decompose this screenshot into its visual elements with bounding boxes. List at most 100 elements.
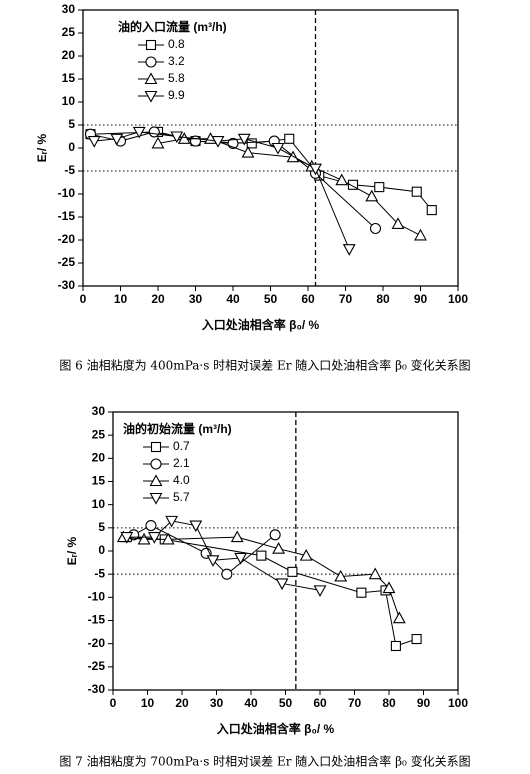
marker [392,611,406,624]
plot-frame [82,9,459,287]
legend-title: 油的入口流量 (m³/h) [118,19,227,34]
legend-marker [145,56,157,68]
y-tick-label: 20 [62,48,76,62]
marker [275,578,289,591]
legend-marker [150,441,162,453]
marker [309,163,322,176]
series-line [126,520,321,591]
x-tick-label: 20 [151,292,165,306]
y-tick-label: -15 [58,209,76,223]
marker [246,138,257,149]
marker [189,520,203,533]
marker [234,552,248,565]
caption: 图 6 油相粘度为 400mPa·s 时相对误差 Er 随入口处油相含率 β₀ … [59,358,470,373]
marker [170,131,184,144]
marker [137,532,151,545]
y-tick-label: -15 [88,613,106,627]
x-tick-label: 50 [264,292,278,306]
x-tick-label: 30 [189,292,203,306]
legend-marker [150,458,162,470]
legend-marker [149,492,163,505]
x-tick-label: 90 [417,696,431,710]
marker [426,205,437,216]
marker [256,550,267,561]
x-tick-label: 100 [448,292,468,306]
x-tick-label: 20 [175,696,189,710]
y-tick-label: -25 [58,255,76,269]
marker [272,542,286,554]
y-tick-label: -20 [58,232,76,246]
y-tick-label: 10 [62,94,76,108]
y-tick-label: -25 [88,659,106,673]
marker [120,532,134,544]
marker [161,532,175,545]
x-axis-label: 入口处油相含率 β₀/ % [202,317,320,332]
marker [374,182,385,193]
y-tick-label: 20 [92,451,106,465]
x-tick-label: 80 [376,292,390,306]
marker [110,133,124,146]
marker [365,189,379,202]
plot-frame [112,411,459,691]
marker [230,530,244,543]
y-axis-label: Eᵣ/ % [35,133,49,162]
x-tick-label: 50 [279,696,293,710]
marker [368,567,382,580]
y-tick-label: 10 [92,497,106,511]
y-tick-label: -5 [64,163,75,177]
marker [165,515,179,528]
marker [391,217,405,229]
series-line [123,536,400,619]
x-tick-label: 0 [110,696,117,710]
marker [369,222,382,235]
legend-label: 2.1 [173,456,190,470]
marker [382,581,396,594]
y-tick-label: -30 [58,278,76,292]
marker [313,585,327,598]
marker [206,555,220,567]
y-tick-label: -10 [88,590,106,604]
marker [411,633,422,645]
legend-marker [145,39,157,51]
marker [414,228,427,241]
y-tick-label: 5 [98,520,105,534]
legend-label: 5.8 [168,71,185,85]
y-tick-label: 30 [92,404,106,418]
marker [411,186,422,197]
x-axis-label: 入口处油相含率 β₀/ % [217,721,335,736]
x-tick-label: 100 [448,696,468,710]
marker [356,587,367,598]
series-line [94,131,350,250]
marker [347,179,359,190]
legend-marker [149,474,163,487]
legend-label: 0.7 [173,439,190,453]
marker [132,126,146,139]
legend-label: 0.8 [168,37,185,51]
marker [334,569,348,582]
y-tick-label: 25 [92,427,106,441]
marker [221,568,233,580]
marker [390,640,401,652]
marker [299,548,313,561]
marker [269,529,281,541]
y-tick-label: 5 [68,117,75,131]
x-tick-label: 80 [382,696,396,710]
marker [177,132,191,144]
legend-label: 4.0 [173,473,190,487]
x-tick-label: 10 [141,696,155,710]
y-tick-label: -30 [88,682,106,696]
marker [147,532,161,544]
x-tick-label: 60 [301,292,315,306]
x-tick-label: 70 [348,696,362,710]
y-tick-label: -5 [94,566,105,580]
x-tick-label: 90 [414,292,428,306]
legend-label: 5.7 [173,490,190,504]
y-tick-label: 0 [68,140,75,154]
marker [189,135,202,147]
x-tick-label: 70 [339,292,353,306]
marker [87,136,101,148]
marker [151,136,165,149]
x-tick-label: 40 [244,696,258,710]
x-tick-label: 60 [313,696,327,710]
